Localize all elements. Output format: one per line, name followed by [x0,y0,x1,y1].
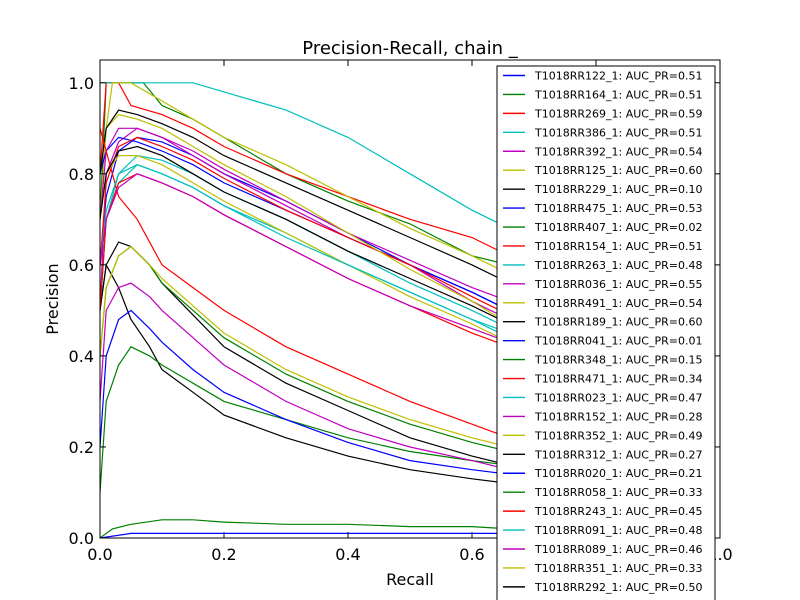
series-line-6 [100,82,510,275]
y-tick-label: 0.2 [69,438,94,457]
x-tick-label: 0.6 [459,545,484,564]
legend-entry-label: T1018RR152_1: AUC_PR=0.28 [534,410,702,423]
legend-entry-label: T1018RR041_1: AUC_PR=0.01 [534,335,702,348]
legend-entry-label: T1018RR058_1: AUC_PR=0.33 [534,486,702,499]
legend-entry-label: T1018RR091_1: AUC_PR=0.48 [534,524,702,537]
legend-entry-label: T1018RR471_1: AUC_PR=0.34 [534,373,702,386]
y-axis-label: Precision [43,263,62,334]
legend-entry-label: T1018RR392_1: AUC_PR=0.54 [534,145,702,158]
series-line-14 [100,109,510,284]
y-tick-label: 0.8 [69,165,94,184]
series-line-21 [100,241,510,466]
legend-entry-label: T1018RR491_1: AUC_PR=0.54 [534,297,702,310]
legend-entry-label: T1018RR125_1: AUC_PR=0.60 [534,164,702,177]
series-line-28 [100,145,510,325]
legend-entry-label: T1018RR089_1: AUC_PR=0.46 [534,543,702,556]
series-line-15 [100,532,510,538]
x-axis-label: Recall [386,570,434,589]
series-line-12 [100,127,510,302]
legend-entry-label: T1018RR269_1: AUC_PR=0.59 [534,107,702,120]
legend: T1018RR122_1: AUC_PR=0.51 T1018RR164_1: A… [496,65,716,600]
legend-entry-label: T1018RR154_1: AUC_PR=0.51 [534,240,702,253]
legend-entry-label: T1018RR348_1: AUC_PR=0.15 [534,354,702,367]
legend-entry-label: T1018RR386_1: AUC_PR=0.51 [534,126,702,139]
x-tick-label: 0.2 [211,545,236,564]
chart-title: Precision-Recall, chain _ [302,38,518,59]
y-tick-label: 1.0 [69,74,94,93]
legend-entry-label: T1018RR292_1: AUC_PR=0.50 [534,581,702,594]
legend-entry-label: T1018RR312_1: AUC_PR=0.27 [534,448,702,461]
series-line-27 [100,245,510,448]
legend-entry-label: T1018RR229_1: AUC_PR=0.10 [534,183,702,196]
series-line-20 [100,155,510,343]
series-line-5 [100,127,510,321]
x-tick-label: 0.0 [87,545,112,564]
y-tick-label: 0.6 [69,256,94,275]
plot-frame [99,59,721,539]
legend-entry-label: T1018RR020_1: AUC_PR=0.21 [534,467,702,480]
series-line-22 [100,309,510,475]
series-line-25 [100,164,510,339]
series-line-8 [100,136,510,311]
legend-box [496,65,716,600]
legend-entry-label: T1018RR122_1: AUC_PR=0.51 [534,70,702,83]
legend-entry-label: T1018RR164_1: AUC_PR=0.51 [534,88,702,101]
series-line-13 [100,113,510,325]
y-tick-label: 0.0 [69,529,94,548]
series-line-10 [100,136,510,316]
legend-entry-label: T1018RR243_1: AUC_PR=0.45 [534,505,702,518]
legend-entry-label: T1018RR036_1: AUC_PR=0.55 [534,278,702,291]
series-line-19 [100,282,510,471]
series-line-26 [100,173,510,343]
series-line-9 [100,519,510,538]
legend-entry-label: T1018RR407_1: AUC_PR=0.02 [534,221,702,234]
legend-entry-label: T1018RR475_1: AUC_PR=0.53 [534,202,702,215]
y-tick-label: 0.4 [69,347,94,366]
series-layer [100,82,510,538]
series-line-16 [100,346,510,493]
legend-entry-label: T1018RR352_1: AUC_PR=0.49 [534,429,702,442]
legend-entry-label: T1018RR189_1: AUC_PR=0.60 [534,316,702,329]
legend-entry-label: T1018RR023_1: AUC_PR=0.47 [534,391,702,404]
legend-entry-label: T1018RR351_1: AUC_PR=0.33 [534,562,702,575]
legend-entry-label: T1018RR263_1: AUC_PR=0.48 [534,259,702,272]
x-tick-label: 0.4 [335,545,360,564]
